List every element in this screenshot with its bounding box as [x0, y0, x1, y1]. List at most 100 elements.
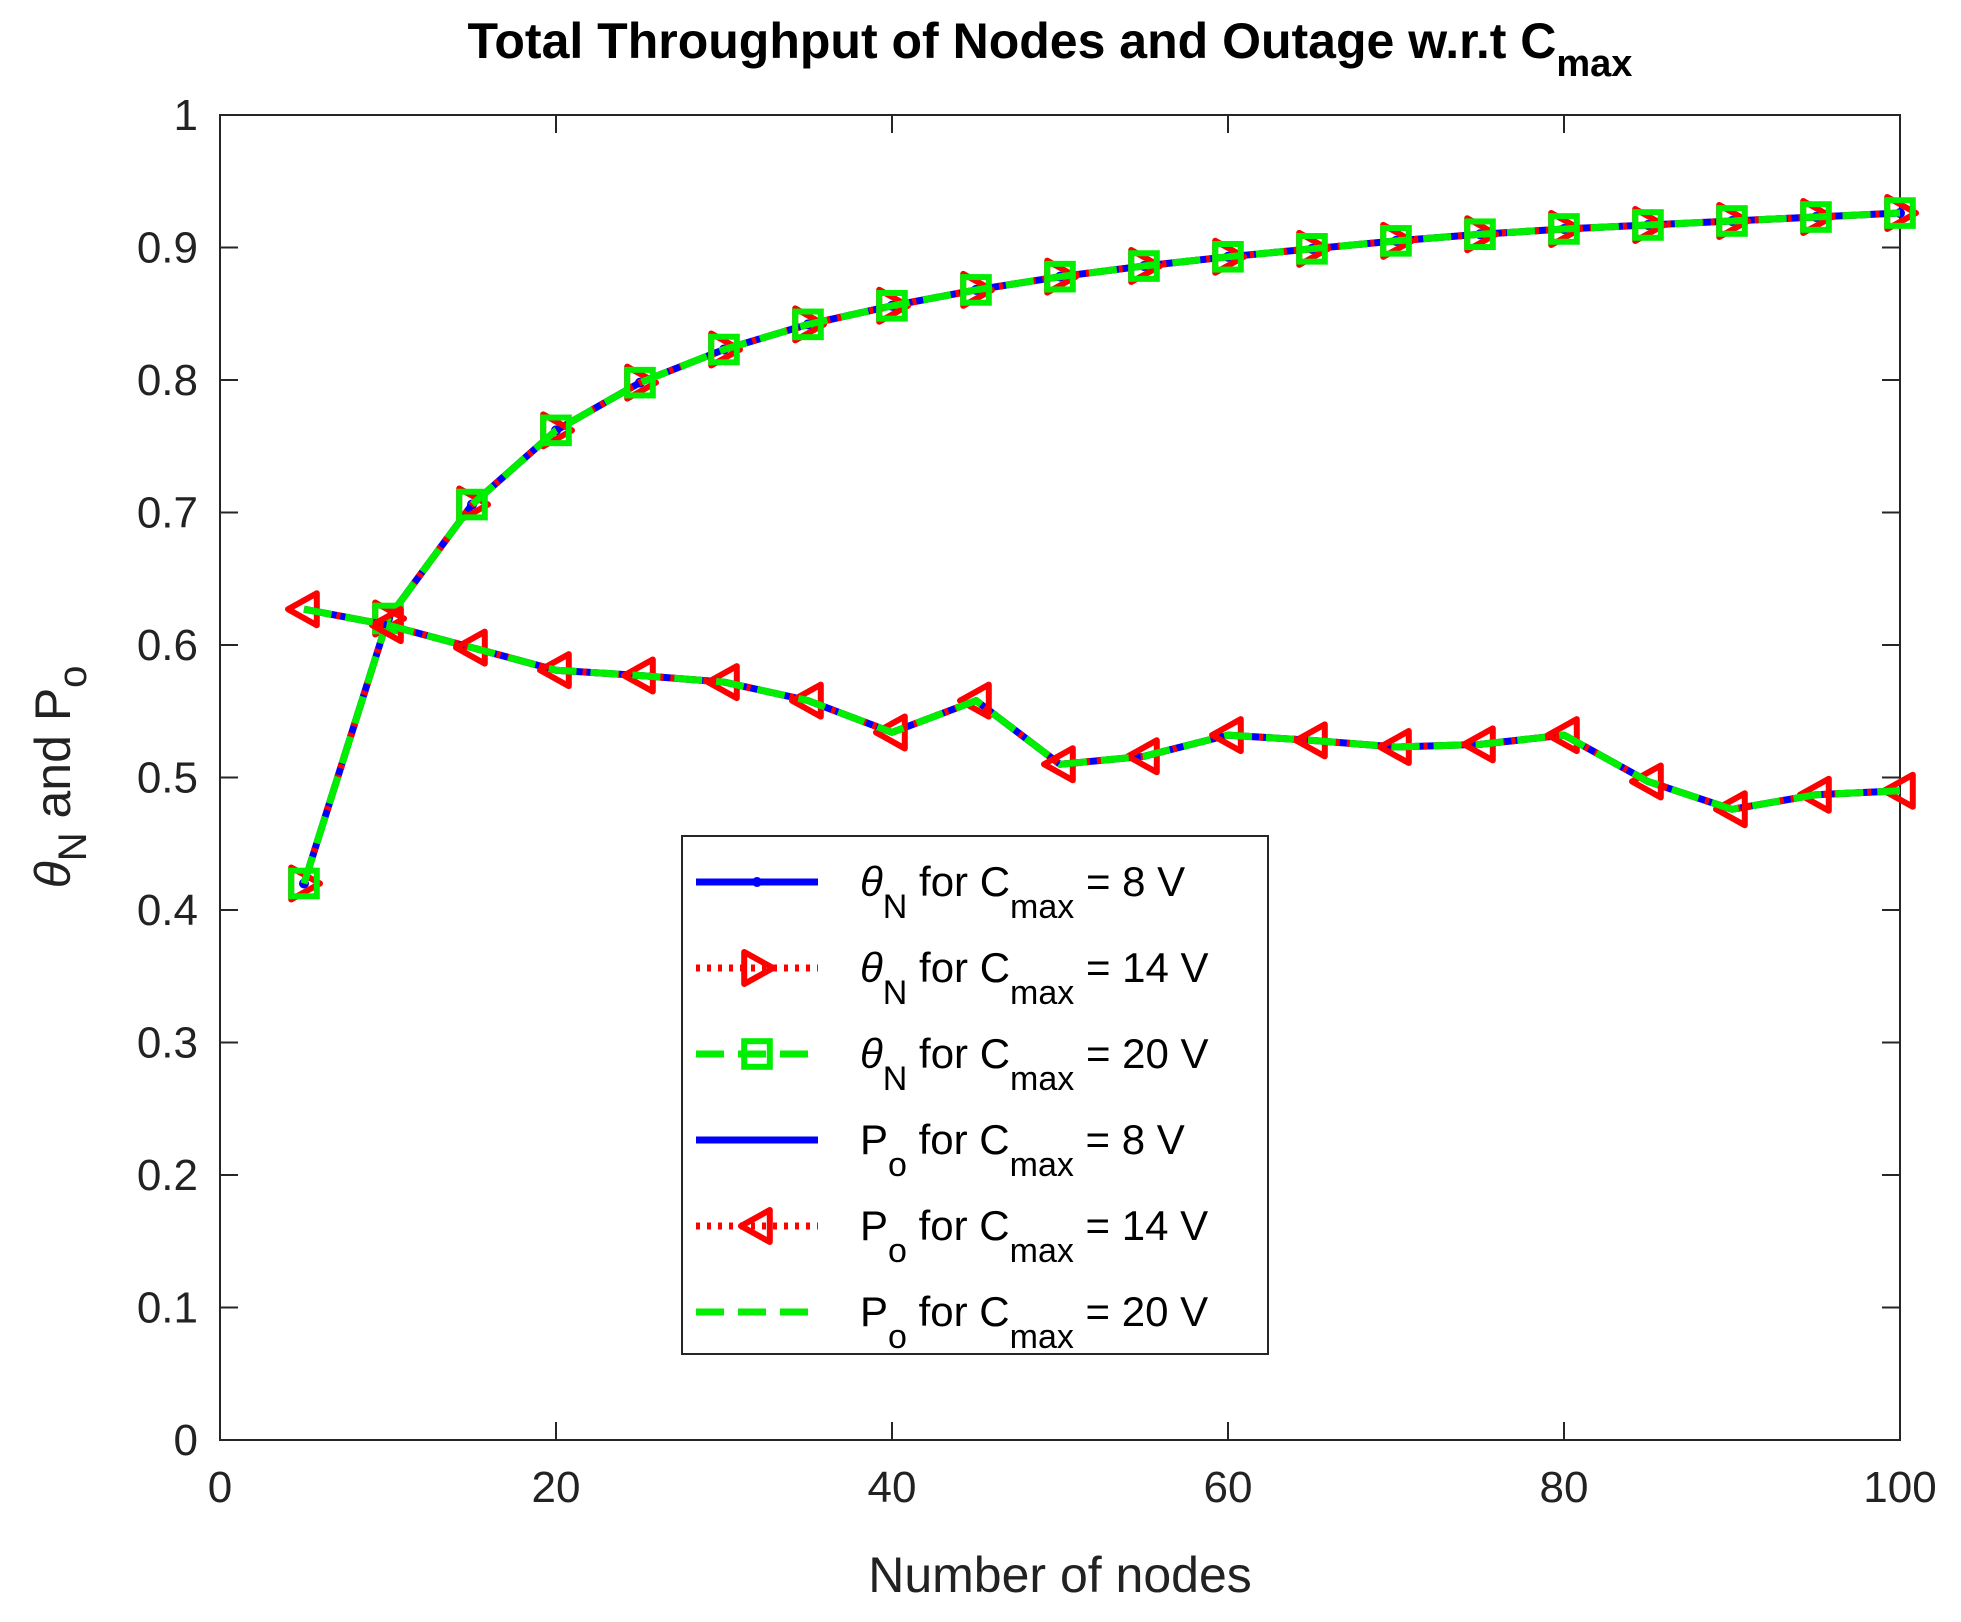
legend-box	[681, 835, 1269, 1355]
x-tick-label: 20	[532, 1463, 581, 1512]
y-label-theta-sub: N	[51, 832, 95, 861]
series-line-5	[303, 605, 1901, 813]
series-4-point	[789, 681, 824, 720]
y-tick-label: 0.1	[137, 1284, 198, 1333]
legend-subscript-2: max	[1010, 1232, 1074, 1270]
series-2-point	[876, 290, 908, 322]
series-2-point	[1380, 225, 1412, 257]
legend-subscript-1: N	[883, 1060, 908, 1098]
y-label-theta: θ	[25, 861, 81, 888]
legend-tail: = 8 V	[1074, 858, 1185, 905]
series-2-point	[1464, 218, 1496, 251]
axis-ticks: 0 20 40 60 80 100 0 0.1 0.2 0.3 0.4 0.5 0.6 0.7 0.8 0.9…	[137, 91, 1937, 1512]
x-tick-label: 0	[208, 1463, 232, 1512]
legend-entry-5: Po for Cmax = 20 V	[696, 1288, 1208, 1356]
chart-title-main: Total Throughput of Nodes and Outage w.r…	[468, 13, 1557, 69]
series-2-point	[1632, 209, 1664, 241]
series-4-point	[1545, 716, 1580, 755]
series-2-point	[1800, 201, 1832, 233]
x-tick-label: 40	[868, 1463, 917, 1512]
series-2-point	[1044, 260, 1076, 293]
legend-label-1: θN for Cmax = 14 V	[860, 944, 1209, 1012]
legend-label-5: Po for Cmax = 20 V	[860, 1288, 1208, 1356]
y-label-mid: and P	[25, 688, 81, 833]
y-label-p-sub: o	[51, 666, 95, 688]
x-tick-label: 80	[1540, 1463, 1589, 1512]
series-2	[288, 197, 1916, 900]
y-tick-label: 0.3	[137, 1019, 198, 1068]
y-tick-label: 0.5	[137, 754, 198, 803]
y-tick-label: 0	[174, 1416, 198, 1465]
y-tick-label: 0.7	[137, 489, 198, 538]
legend-tail: = 20 V	[1074, 1288, 1208, 1335]
series-layer	[285, 194, 1919, 903]
y-tick-label: 0.8	[137, 356, 198, 405]
legend-entry-0: θN for Cmax = 8 V	[696, 858, 1185, 926]
legend-subscript-2: max	[1010, 974, 1074, 1012]
series-2-point	[1296, 233, 1328, 265]
series-2-point	[792, 308, 824, 341]
legend-tail: = 20 V	[1074, 1030, 1208, 1077]
legend-label-2: θN for Cmax = 20 V	[860, 1030, 1209, 1098]
legend-entry-2: θN for Cmax = 20 V	[696, 1030, 1209, 1098]
legend-mid: for C	[907, 1288, 1010, 1335]
series-4-point	[873, 713, 908, 752]
series-2-point	[540, 414, 572, 447]
legend-subscript-2: max	[1010, 1318, 1074, 1356]
legend-symbol: θ	[860, 858, 883, 905]
series-2-point	[1716, 205, 1748, 237]
x-tick-label: 100	[1863, 1463, 1936, 1512]
legend-subscript-1: N	[883, 974, 908, 1012]
y-tick-label: 0.2	[137, 1151, 198, 1200]
legend-mid: for C	[907, 1202, 1010, 1249]
chart-title-sub: max	[1556, 43, 1632, 85]
series-2-point	[288, 867, 320, 900]
legend-symbol: θ	[860, 1030, 883, 1077]
y-axis-label: θN and Po	[25, 666, 95, 889]
series-4-point	[1797, 775, 1832, 814]
legend: θN for Cmax = 8 VθN for Cmax = 14 VθN fo…	[681, 835, 1269, 1356]
y-tick-label: 0.4	[137, 886, 198, 935]
legend-tail: = 8 V	[1074, 1116, 1185, 1163]
x-tick-label: 60	[1204, 1463, 1253, 1512]
series-2-point	[1548, 213, 1580, 245]
series-2-point	[624, 366, 656, 399]
legend-tail: = 14 V	[1074, 944, 1208, 991]
legend-mid: for C	[907, 1030, 1010, 1077]
legend-subscript-2: max	[1010, 1060, 1074, 1098]
legend-symbol: P	[860, 1116, 888, 1163]
y-tick-label: 0.9	[137, 224, 198, 273]
legend-subscript-1: o	[888, 1146, 907, 1184]
series-4-point	[957, 681, 992, 720]
legend-marker-1	[741, 949, 776, 987]
series-4-point	[1881, 771, 1916, 810]
legend-label-3: Po for Cmax = 8 V	[860, 1116, 1185, 1184]
series-2-point	[1128, 250, 1160, 282]
series-2-point	[1212, 240, 1244, 273]
series-2-point	[1884, 197, 1916, 229]
legend-entry-4: Po for Cmax = 14 V	[696, 1202, 1208, 1270]
series-4-point	[1629, 762, 1664, 801]
legend-label-0: θN for Cmax = 8 V	[860, 858, 1185, 926]
series-5	[303, 605, 1901, 813]
series-2-point	[708, 333, 740, 366]
legend-entry-3: Po for Cmax = 8 V	[696, 1116, 1185, 1184]
legend-symbol: θ	[860, 944, 883, 991]
y-tick-label: 0.6	[137, 621, 198, 670]
legend-subscript-2: max	[1010, 888, 1074, 926]
y-tick-label: 1	[174, 91, 198, 140]
chart-title: Total Throughput of Nodes and Outage w.r…	[468, 13, 1633, 85]
legend-subscript-1: N	[883, 888, 908, 926]
legend-subscript-1: o	[888, 1318, 907, 1356]
x-axis-label: Number of nodes	[868, 1547, 1252, 1603]
legend-symbol: P	[860, 1288, 888, 1335]
legend-subscript-2: max	[1010, 1146, 1074, 1184]
series-4-point	[1713, 790, 1748, 829]
series-2-point	[456, 488, 488, 521]
legend-marker-2	[741, 1038, 773, 1070]
legend-mid: for C	[907, 944, 1010, 991]
series-2-point	[960, 274, 992, 306]
legend-label-4: Po for Cmax = 14 V	[860, 1202, 1208, 1270]
legend-marker-0	[752, 877, 762, 887]
